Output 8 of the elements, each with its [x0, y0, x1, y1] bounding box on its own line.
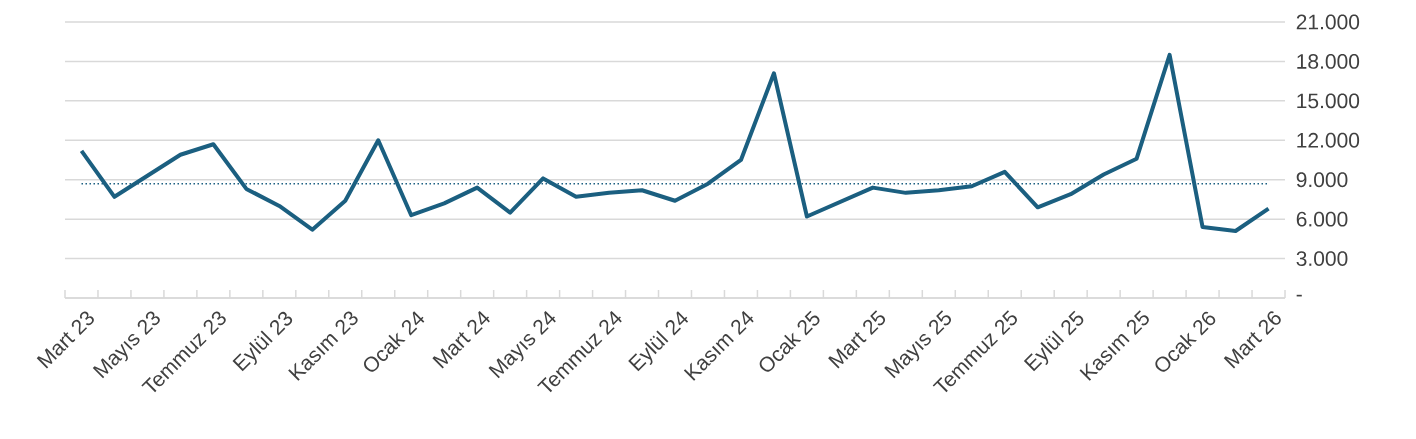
y-tick-label: 6.000 [1296, 211, 1348, 227]
y-tick-label: - [1296, 294, 1302, 297]
y-tick-label: 9.000 [1296, 172, 1348, 188]
y-tick-label: 3.000 [1296, 251, 1348, 267]
y-tick-label: 18.000 [1297, 54, 1360, 69]
y-tick-label: 15.000 [1297, 93, 1360, 109]
y-tick-label: 21.000 [1296, 14, 1360, 30]
y-tick-label: 12.000 [1297, 132, 1360, 148]
